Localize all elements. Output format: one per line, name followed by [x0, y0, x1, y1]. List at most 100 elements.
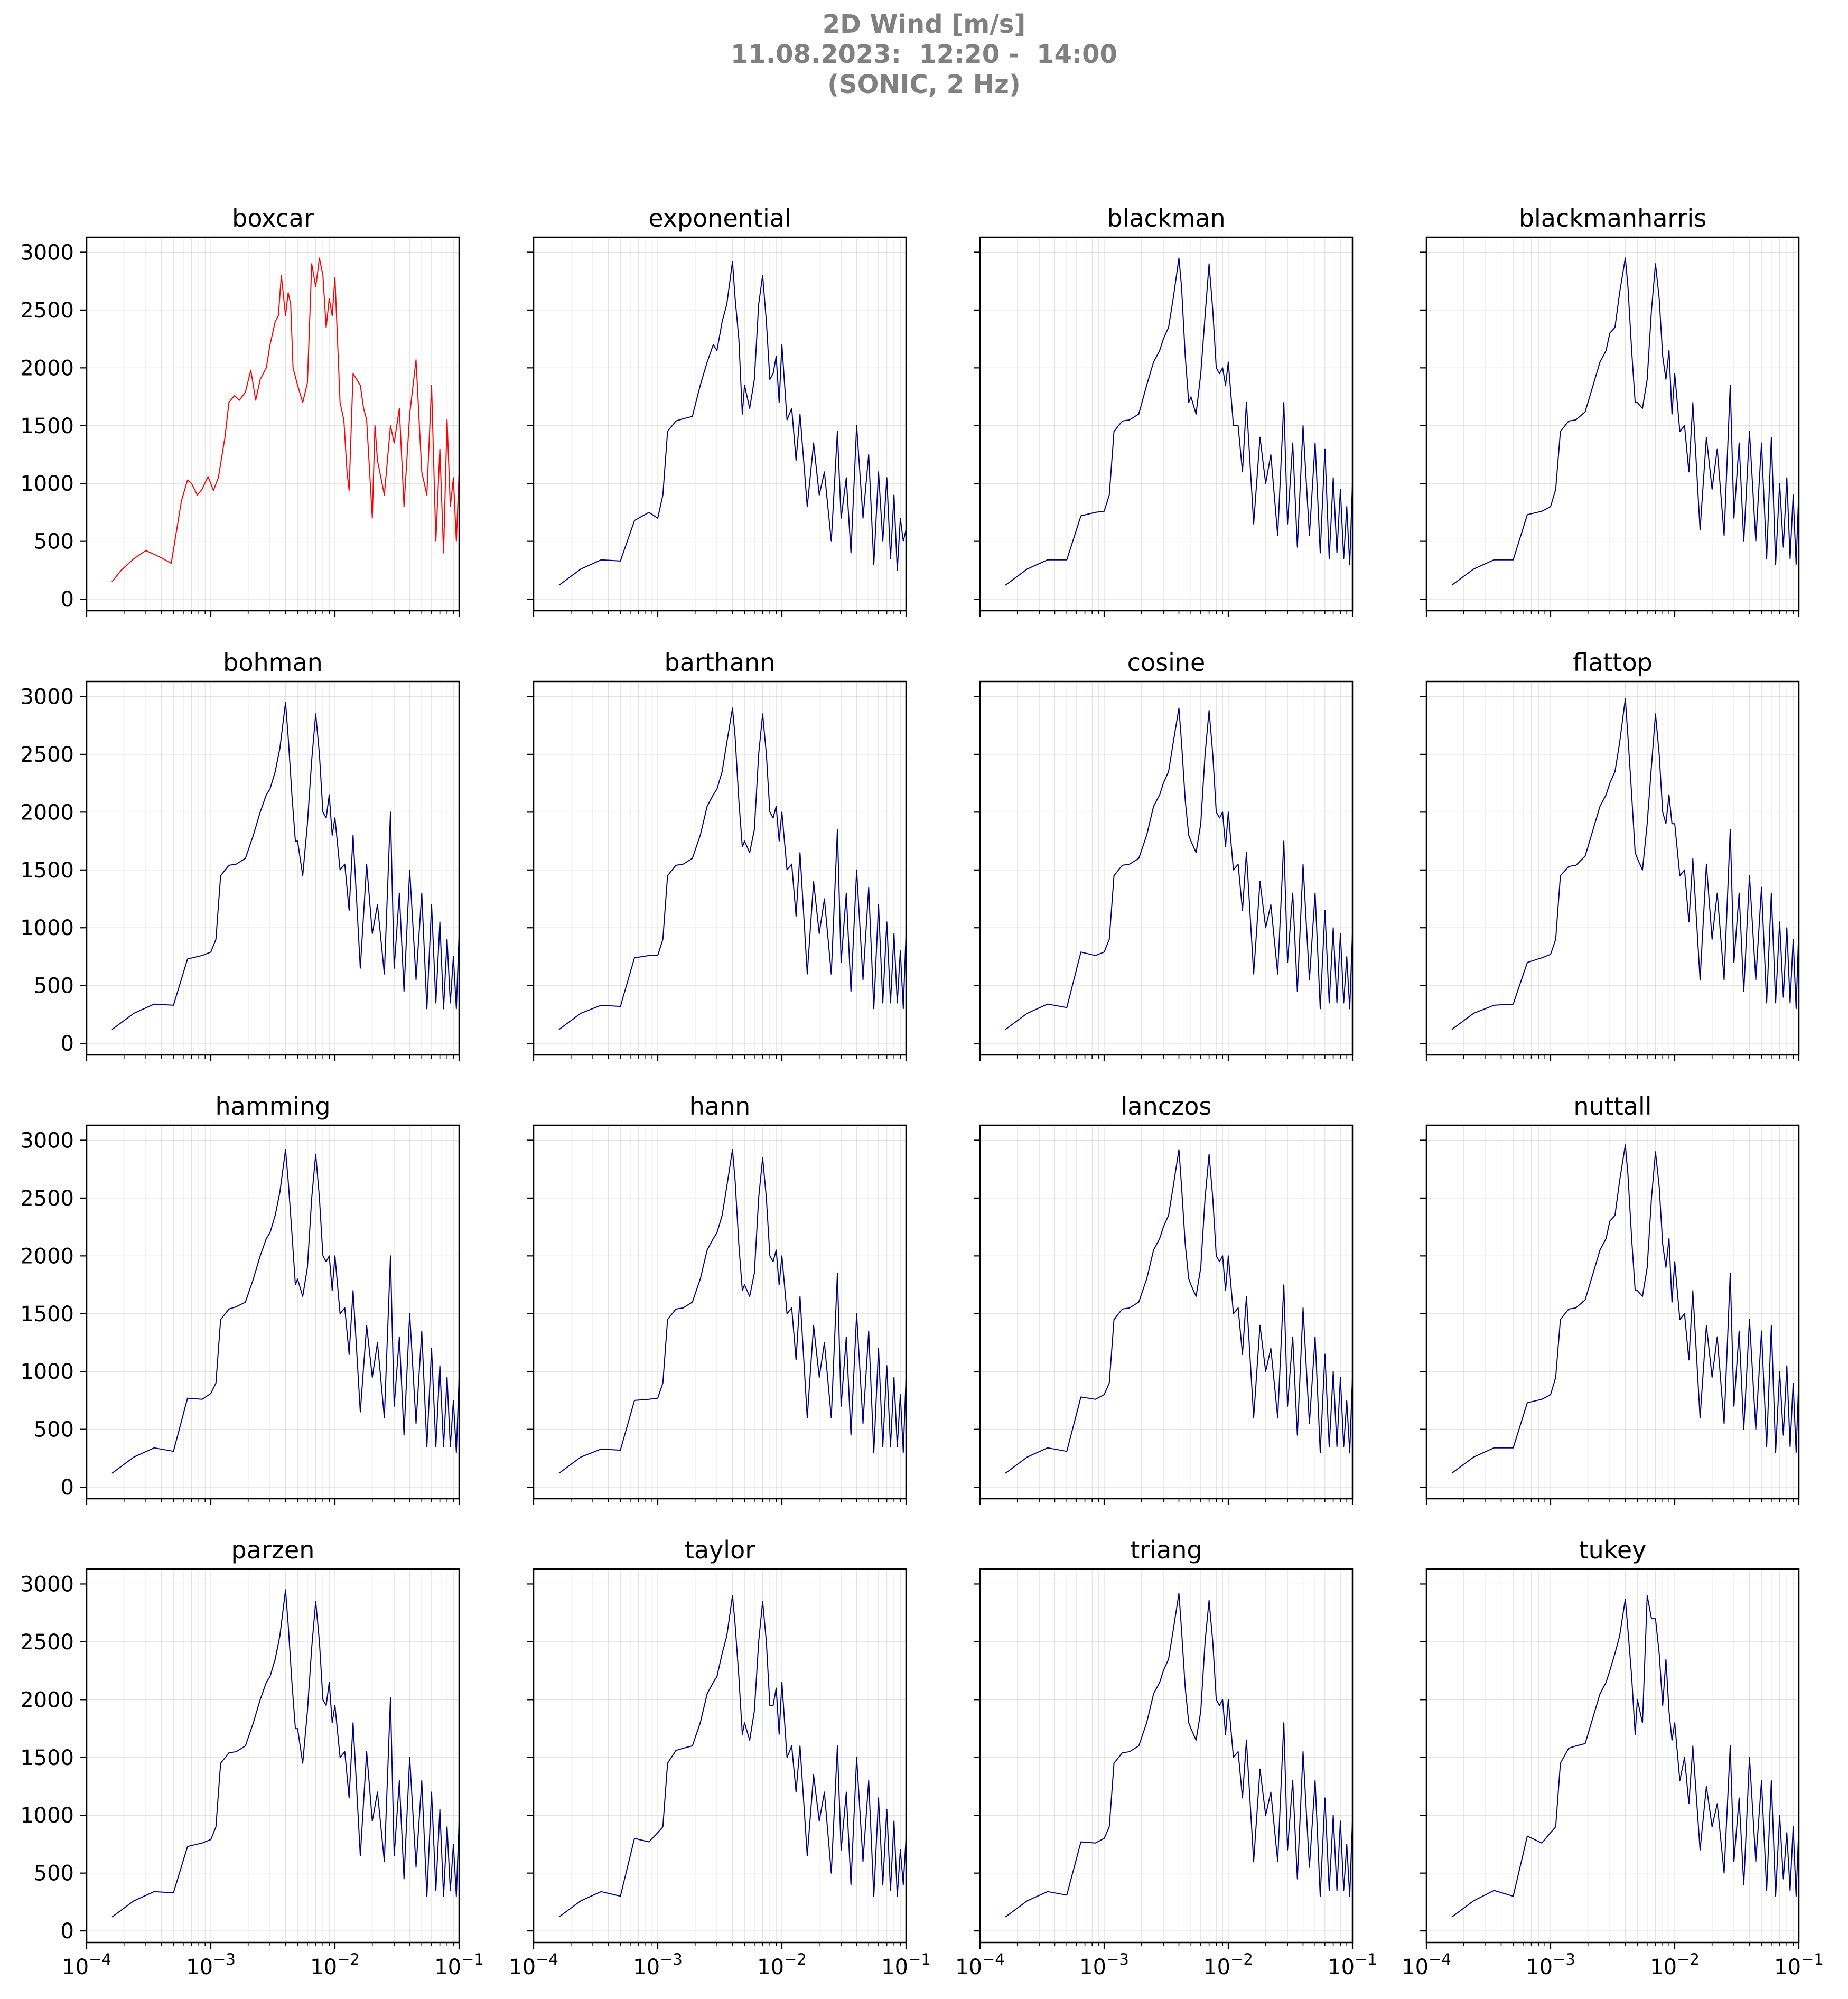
figure-title: 2D Wind [m/s] 11.08.2023: 12:20 - 14:00 …: [0, 10, 1848, 100]
y-tick-label: 1500: [20, 858, 74, 883]
subplot-title: exponential: [648, 204, 791, 232]
y-tick-label: 1500: [20, 414, 74, 438]
subplot-title: tukey: [1579, 1536, 1647, 1564]
spectrum-line: [1005, 1593, 1353, 1918]
y-tick-label: 1000: [20, 472, 74, 496]
x-tick-label: 10−4: [955, 1950, 1005, 1979]
subplot-title: hann: [689, 1092, 751, 1120]
subplot-title: taylor: [685, 1536, 755, 1564]
subplot-title: lanczos: [1121, 1092, 1212, 1120]
subplot-title: blackmanharris: [1519, 204, 1706, 232]
subplot-title: triang: [1130, 1536, 1202, 1564]
subplot-blackman: blackman: [974, 204, 1354, 617]
x-tick-label: 10−3: [186, 1950, 236, 1979]
x-tick-label: 10−1: [1328, 1950, 1377, 1979]
subplot-flattop: flattop: [1420, 648, 1800, 1061]
spectrum-line: [111, 257, 460, 582]
x-tick-label: 10−2: [1203, 1950, 1253, 1979]
subplot-title: barthann: [665, 648, 776, 677]
x-tick-label: 10−1: [881, 1950, 931, 1979]
subplot-title: nuttall: [1573, 1092, 1651, 1120]
x-tick-label: 10−3: [1526, 1950, 1575, 1979]
spectrum-line: [111, 702, 460, 1030]
axes-frame: [533, 1568, 907, 1944]
y-tick-label: 0: [61, 587, 74, 612]
spectrum-line: [558, 261, 907, 586]
subplot-blackmanharris: blackmanharris: [1420, 204, 1800, 617]
axes-frame: [1425, 1124, 1800, 1500]
y-tick-label: 2500: [20, 743, 74, 767]
y-tick-label: 2500: [20, 298, 74, 323]
y-tick-label: 2500: [20, 1187, 74, 1211]
y-tick-label: 2000: [20, 1244, 74, 1268]
spectrum-line: [111, 1589, 460, 1918]
axes-frame: [86, 1124, 460, 1500]
subplot-title: bohman: [223, 648, 323, 677]
y-tick-label: 500: [34, 974, 74, 998]
axes-frame: [86, 236, 460, 612]
axes-frame: [86, 680, 460, 1056]
y-tick-label: 500: [34, 1418, 74, 1442]
y-tick-label: 0: [61, 1475, 74, 1500]
axes-frame: [979, 680, 1354, 1056]
subplot-parzen: 0 500 1000 1500 2000 2500 3000 10−4 10−3 10−2 10−1…: [20, 1536, 484, 1979]
axes-frame: [533, 236, 907, 612]
subplot-title: cosine: [1127, 648, 1206, 677]
axes-frame: [533, 1124, 907, 1500]
y-tick-label: 2500: [20, 1630, 74, 1655]
title-line-variable: 2D Wind [m/s]: [822, 10, 1026, 39]
spectrum-line: [558, 707, 907, 1030]
axes-frame: [533, 680, 907, 1056]
x-tick-label: 10−2: [757, 1950, 807, 1979]
spectrum-line: [111, 1149, 460, 1474]
axes-frame: [1425, 680, 1800, 1056]
x-tick-label: 10−4: [509, 1950, 558, 1979]
spectrum-line: [1005, 257, 1353, 586]
spectrum-line: [1451, 1144, 1799, 1474]
axes-frame: [979, 1568, 1354, 1944]
subplot-hann: hann: [527, 1092, 907, 1505]
subplot-taylor: 10−4 10−3 10−2 10−1 taylor: [509, 1536, 931, 1979]
spectrum-line: [1451, 698, 1799, 1030]
y-tick-label: 0: [61, 1032, 74, 1056]
y-tick-label: 1000: [20, 1360, 74, 1384]
subplot-bohman: 0 500 1000 1500 2000 2500 3000 bohman: [20, 648, 460, 1061]
x-tick-label: 10−4: [1402, 1950, 1451, 1979]
axes-frame: [1425, 1568, 1800, 1944]
subplot-tukey: 10−4 10−3 10−2 10−1 tukey: [1402, 1536, 1824, 1979]
subplot-hamming: 0 500 1000 1500 2000 2500 3000 hamming: [20, 1092, 460, 1505]
x-tick-label: 10−3: [633, 1950, 683, 1979]
y-tick-label: 3000: [20, 1572, 74, 1596]
axes-frame: [979, 1124, 1354, 1500]
y-tick-label: 500: [34, 530, 74, 554]
y-tick-label: 2000: [20, 356, 74, 380]
subplot-title: hamming: [215, 1092, 330, 1120]
y-tick-label: 1000: [20, 916, 74, 940]
x-tick-label: 10−3: [1079, 1950, 1129, 1979]
axes-frame: [979, 236, 1354, 612]
subplot-triang: 10−4 10−3 10−2 10−1 triang: [955, 1536, 1377, 1979]
spectrum-line: [1005, 1149, 1353, 1474]
subplot-title: blackman: [1107, 204, 1225, 232]
y-tick-label: 2000: [20, 1688, 74, 1712]
title-line-timerange: 11.08.2023: 12:20 - 14:00: [731, 40, 1117, 69]
y-tick-label: 3000: [20, 240, 74, 265]
axes-frame: [1425, 236, 1800, 612]
x-tick-label: 10−2: [1650, 1950, 1700, 1979]
x-tick-label: 10−1: [1774, 1950, 1824, 1979]
spectrum-line: [1005, 707, 1353, 1030]
title-line-instrument: (SONIC, 2 Hz): [827, 70, 1021, 99]
subplot-title: boxcar: [232, 204, 314, 232]
subplot-title: flattop: [1573, 648, 1653, 677]
y-tick-label: 2000: [20, 800, 74, 825]
x-tick-label: 10−4: [62, 1950, 111, 1979]
subplot-nuttall: nuttall: [1420, 1092, 1800, 1505]
subplot-boxcar: 0 500 1000 1500 2000 2500 3000 boxcar: [20, 204, 460, 617]
y-tick-label: 0: [61, 1919, 74, 1944]
spectrum-line: [558, 1149, 907, 1474]
y-tick-label: 500: [34, 1862, 74, 1886]
spectrum-line: [1451, 257, 1799, 586]
spectrum-line: [558, 1595, 907, 1918]
subplot-exponential: exponential: [527, 204, 907, 617]
